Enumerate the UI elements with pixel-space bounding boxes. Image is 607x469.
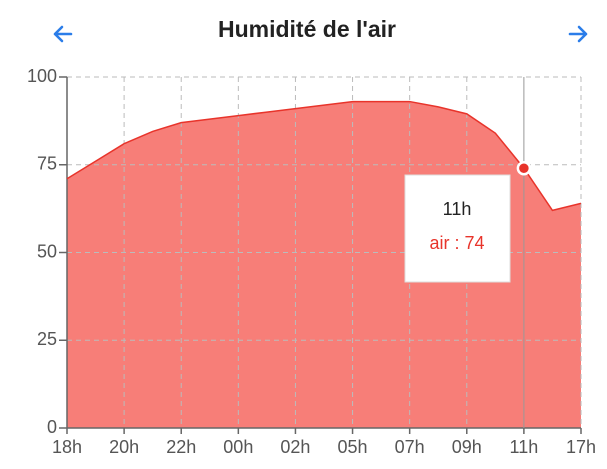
y-tick-label: 75 — [37, 154, 57, 174]
x-tick-label: 18h — [52, 437, 82, 457]
x-tick-label: 17h — [566, 437, 596, 457]
x-tick-label: 09h — [452, 437, 482, 457]
highlight-point — [516, 161, 532, 176]
x-tick-label: 02h — [280, 437, 310, 457]
x-tick-label: 00h — [223, 437, 253, 457]
forward-arrow[interactable] — [568, 25, 588, 43]
x-tick-label: 20h — [109, 437, 139, 457]
y-tick-label: 0 — [47, 417, 57, 437]
y-tick-label: 25 — [37, 329, 57, 349]
line — [66, 100, 582, 212]
tooltip-text: air : 74 — [429, 233, 484, 253]
chart-title: Humidité de l'air — [218, 16, 396, 42]
back-arrow[interactable] — [53, 25, 73, 43]
x-tick-label: 11h — [510, 437, 539, 457]
x-tick-label: 05h — [338, 437, 368, 457]
x-tick-label: 22h — [166, 437, 196, 457]
tooltip-box — [404, 174, 511, 283]
y-tick-label: 100 — [27, 66, 57, 86]
tooltip-title: 11h — [443, 199, 472, 219]
x-tick-label: 07h — [395, 437, 425, 457]
y-tick-label: 50 — [37, 241, 57, 261]
